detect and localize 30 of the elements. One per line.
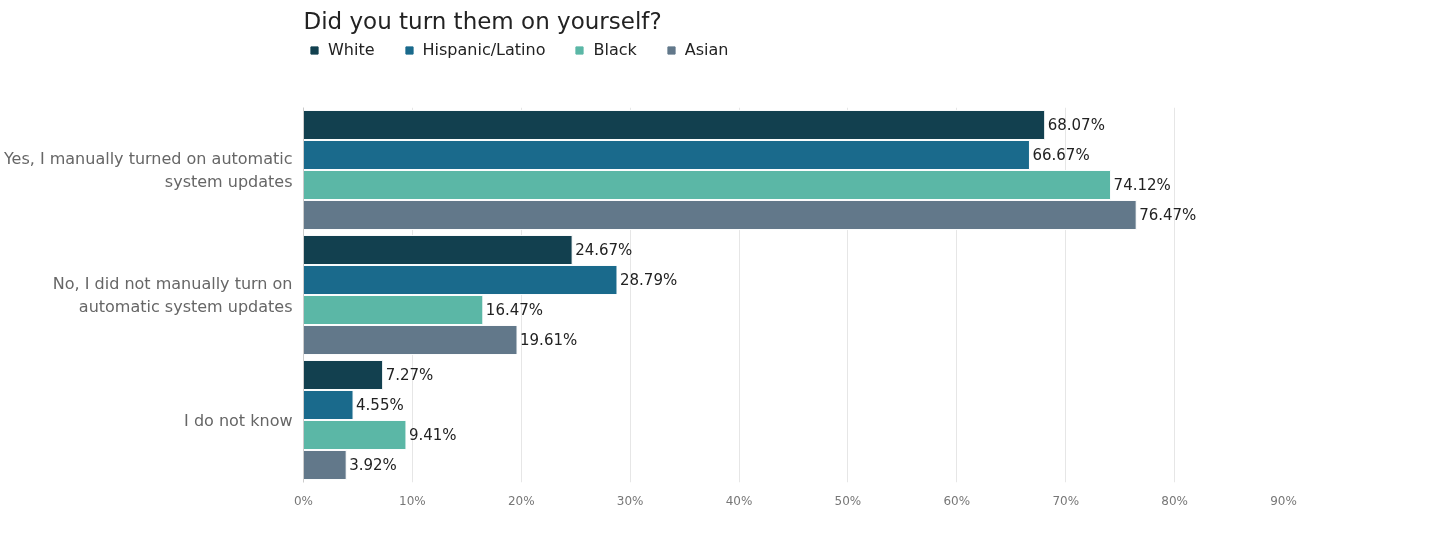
data-label: 16.47% — [485, 301, 544, 319]
y-tick-label: Yes, I manually turned on automatic system updates — [2, 149, 293, 191]
data-label: 9.41% — [408, 426, 457, 444]
legend-label: Asian — [684, 40, 729, 59]
data-label: 19.61% — [520, 331, 578, 349]
x-tick-label: 50% — [834, 493, 862, 508]
x-tick-label: 80% — [1161, 493, 1188, 508]
x-tick-label: 70% — [1052, 493, 1080, 508]
data-label: 3.92% — [349, 456, 397, 474]
data-label: 28.79% — [619, 271, 678, 289]
x-tick-label: 20% — [507, 493, 535, 508]
x-tick-label: 40% — [725, 493, 753, 508]
data-label: 24.67% — [575, 241, 633, 259]
data-label: 4.55% — [356, 396, 404, 414]
data-label: 7.27% — [385, 366, 434, 384]
x-tick-label: 90% — [1270, 493, 1297, 508]
x-tick-label: 30% — [616, 493, 644, 508]
x-tick-label: 10% — [399, 493, 426, 508]
data-label: 66.67% — [1032, 146, 1090, 164]
legend-label: White — [328, 40, 375, 59]
y-tick-label: I do not know — [184, 410, 293, 430]
data-label: 76.47% — [1139, 206, 1197, 224]
x-tick-label: 0% — [293, 493, 314, 508]
data-label: 74.12% — [1113, 176, 1171, 194]
legend-label: Black — [593, 40, 637, 59]
x-tick-label: 60% — [943, 493, 971, 508]
chart-title: Did you turn them on yourself? — [303, 7, 662, 34]
y-tick-label: No, I did not manually turn on automatic system updates — [52, 274, 293, 316]
data-label: 68.07% — [1047, 116, 1105, 134]
legend-label: Hispanic/Latino — [422, 40, 546, 59]
